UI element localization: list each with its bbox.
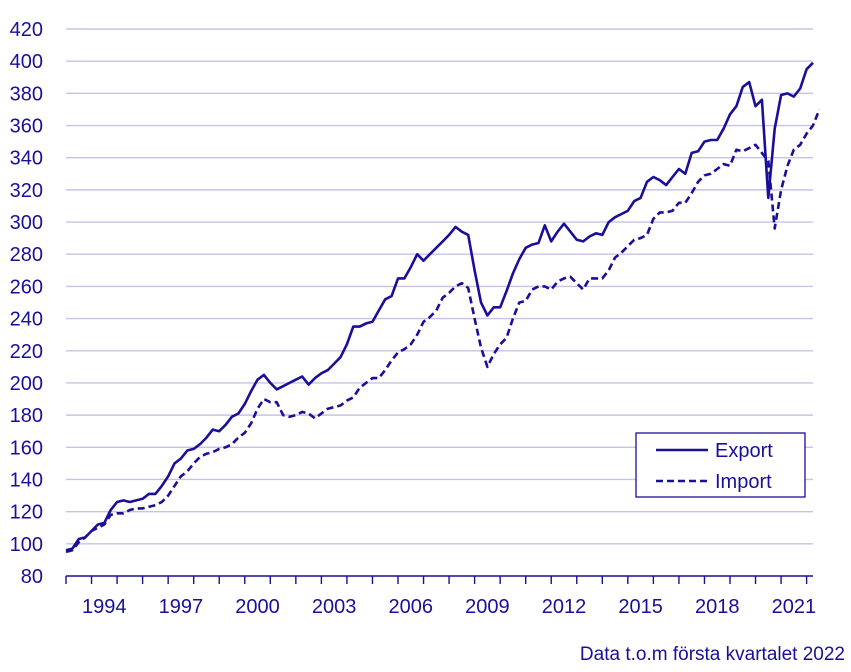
y-tick-label: 220 [10, 341, 43, 363]
y-tick-label: 340 [10, 148, 43, 170]
x-tick-label: 2006 [389, 596, 434, 618]
y-tick-label: 200 [10, 373, 43, 395]
y-tick-label: 420 [10, 19, 43, 41]
legend-box [635, 432, 806, 498]
x-tick-label: 1994 [82, 596, 127, 618]
legend-export-label: Export [715, 440, 773, 462]
y-tick-label: 180 [10, 405, 43, 427]
y-tick-label: 280 [10, 244, 43, 266]
y-tick-label: 140 [10, 469, 43, 491]
y-tick-label: 260 [10, 276, 43, 298]
gridlines [66, 28, 813, 545]
x-tick-label: 2009 [465, 596, 510, 618]
y-tick-label: 380 [10, 83, 43, 105]
x-tick-label: 2012 [542, 596, 587, 618]
legend: Export Import [635, 432, 806, 498]
series-import-line [65, 108, 821, 554]
x-tick-label: 1997 [159, 596, 204, 618]
y-tick-label: 240 [10, 309, 43, 331]
x-axis: 1994 1997 2000 2003 2006 2009 2012 2015 2018 2021 [65, 575, 817, 618]
x-tick-label: 2015 [618, 596, 663, 618]
y-tick-label: 400 [10, 51, 43, 73]
x-tick-label: 2000 [235, 596, 280, 618]
footnote: Data t.o.m första kvartalet 2022 [580, 644, 845, 665]
series-lines [65, 61, 821, 554]
y-tick-label: 80 [21, 566, 43, 588]
y-tick-label: 320 [10, 180, 43, 202]
y-tick-label: 160 [10, 437, 43, 459]
x-tick-label: 2018 [695, 596, 740, 618]
x-tick-label: 2021 [772, 596, 817, 618]
y-axis-tick-labels: 80 100 120 140 160 180 200 220 240 260 280 300 320 34… [10, 19, 43, 588]
y-tick-label: 300 [10, 212, 43, 234]
x-tick-label: 2003 [312, 596, 357, 618]
legend-import-label: Import [715, 471, 772, 493]
y-tick-label: 120 [10, 502, 43, 524]
y-tick-label: 100 [10, 534, 43, 556]
y-tick-label: 360 [10, 116, 43, 138]
series-export-line [65, 61, 814, 552]
